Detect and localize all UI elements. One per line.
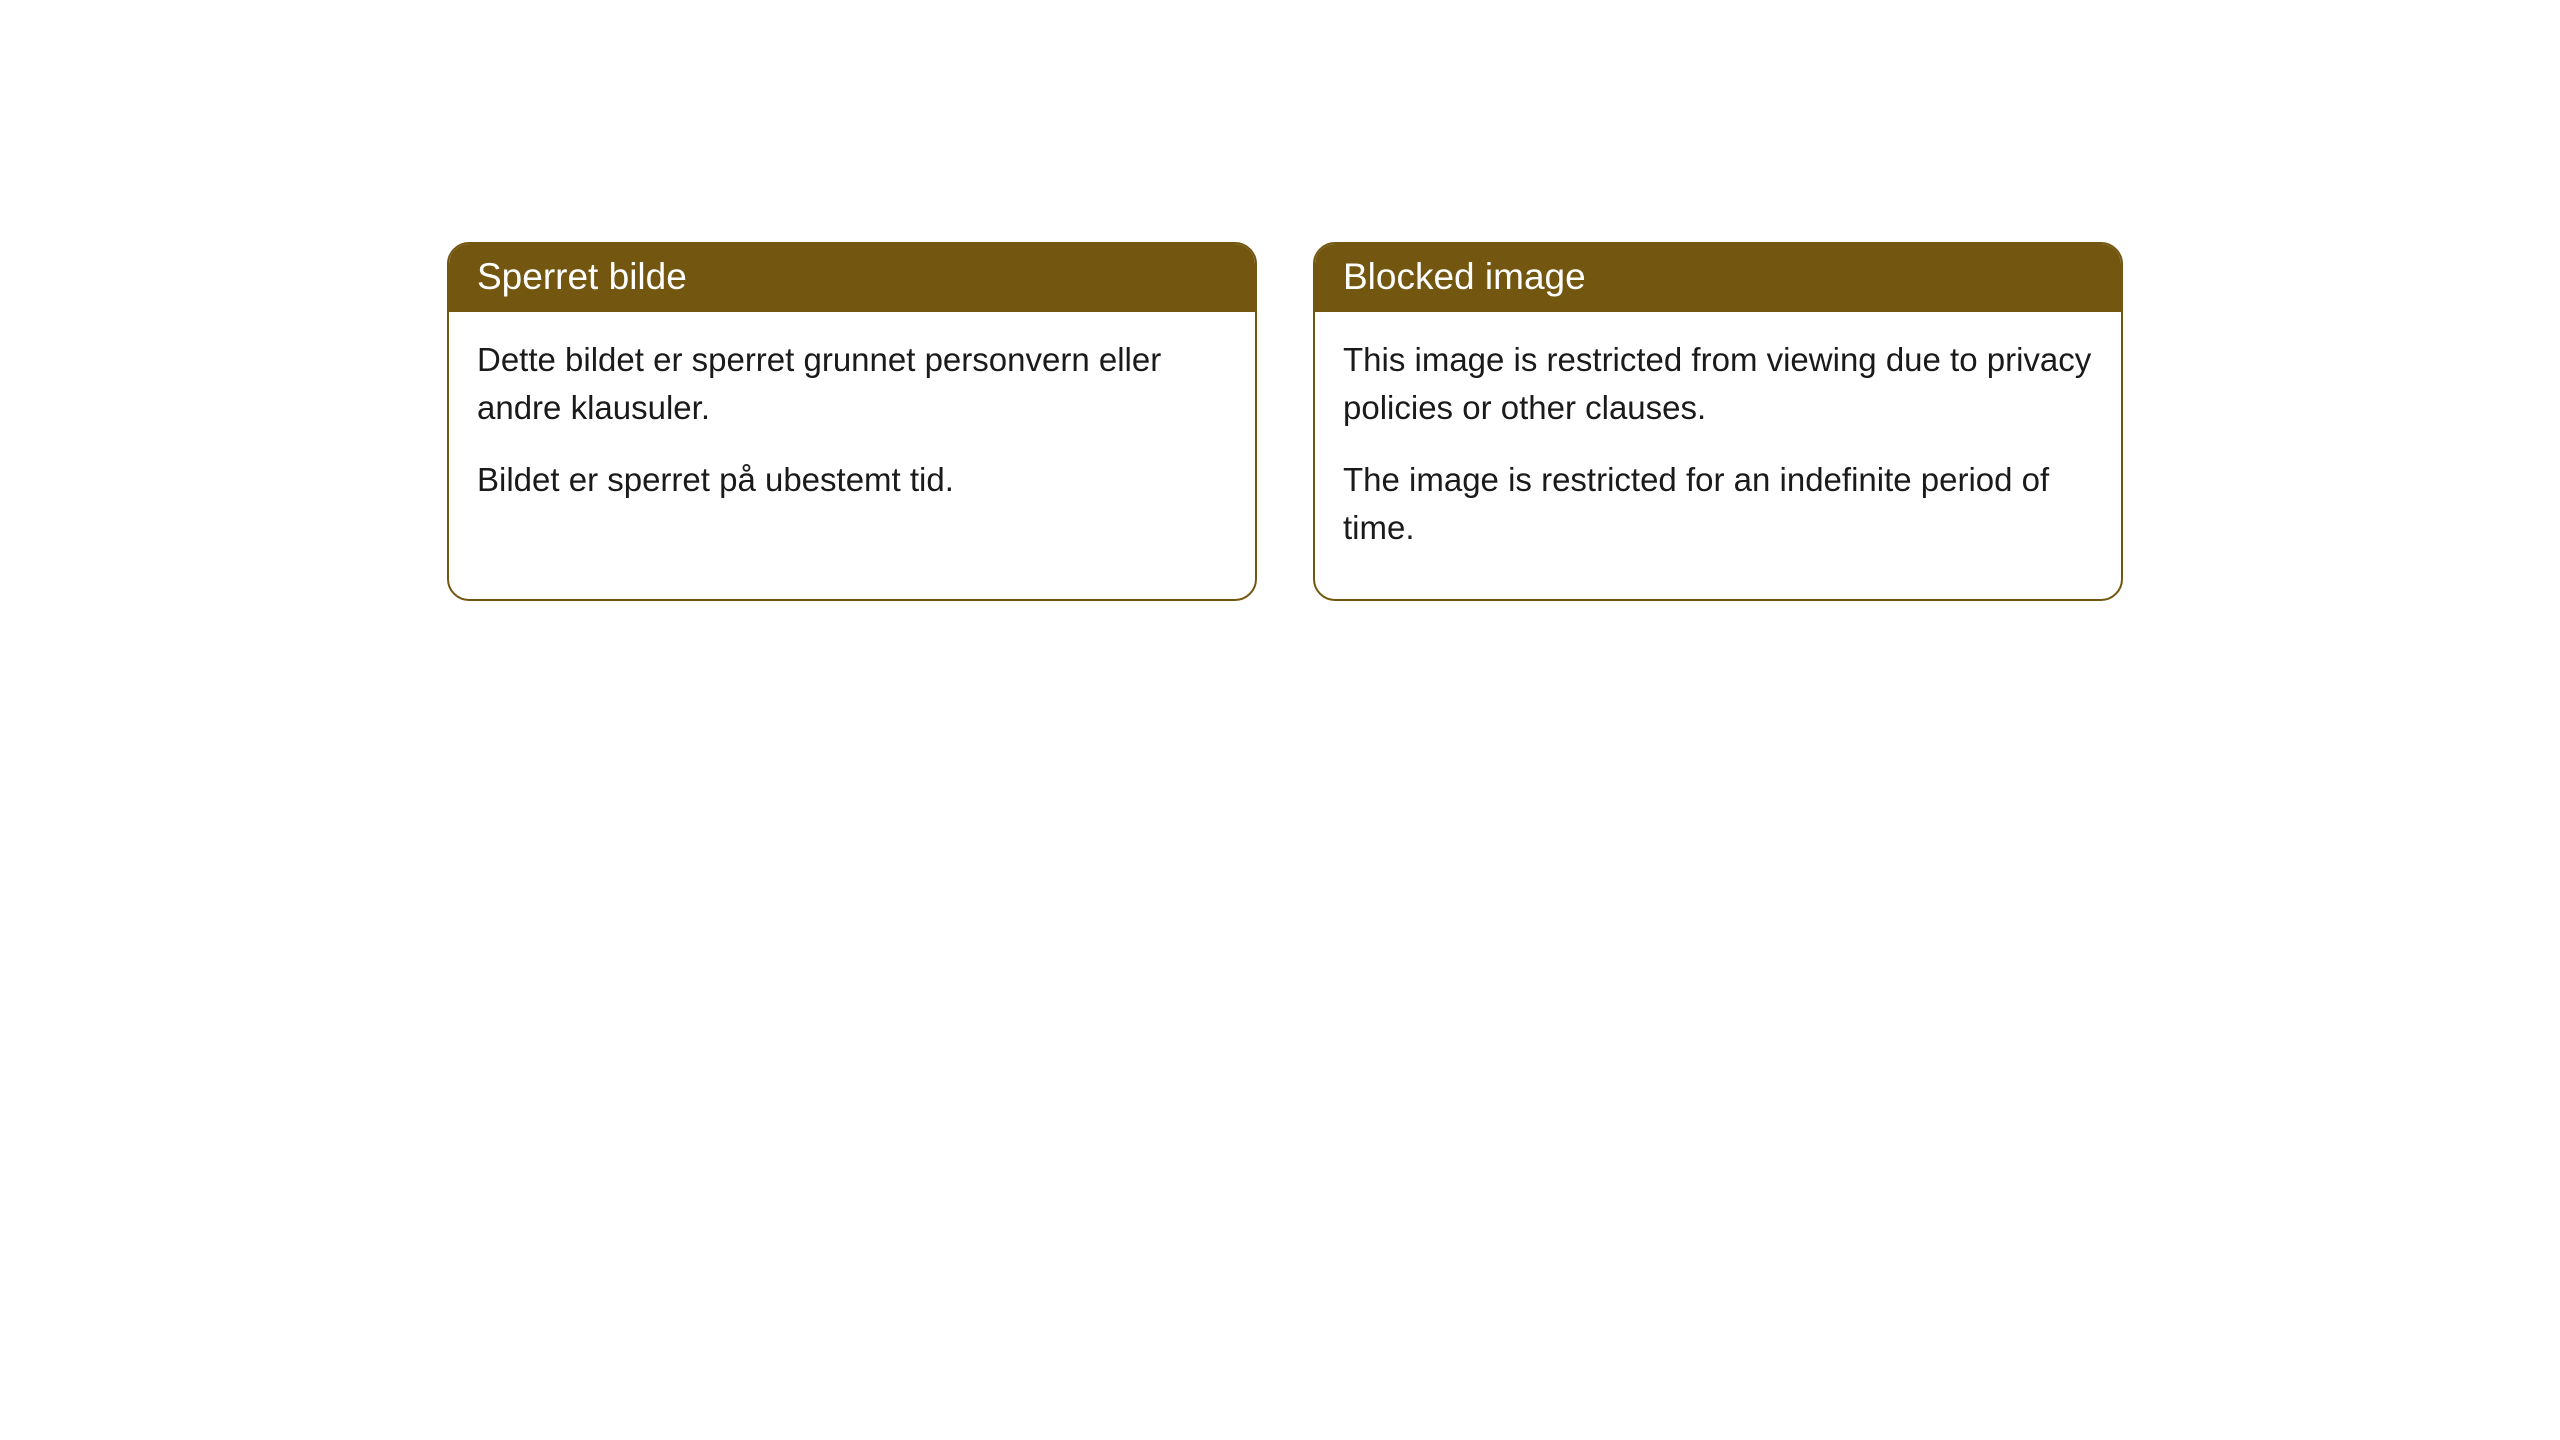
card-title: Blocked image — [1343, 256, 1586, 297]
notice-card-norwegian: Sperret bilde Dette bildet er sperret gr… — [447, 242, 1257, 601]
card-paragraph: Dette bildet er sperret grunnet personve… — [477, 336, 1227, 432]
card-header: Blocked image — [1315, 244, 2121, 312]
card-title: Sperret bilde — [477, 256, 687, 297]
notice-card-english: Blocked image This image is restricted f… — [1313, 242, 2123, 601]
card-paragraph: The image is restricted for an indefinit… — [1343, 456, 2093, 552]
card-body: Dette bildet er sperret grunnet personve… — [449, 312, 1255, 552]
card-paragraph: Bildet er sperret på ubestemt tid. — [477, 456, 1227, 504]
card-header: Sperret bilde — [449, 244, 1255, 312]
notice-cards-container: Sperret bilde Dette bildet er sperret gr… — [447, 242, 2560, 601]
card-body: This image is restricted from viewing du… — [1315, 312, 2121, 599]
card-paragraph: This image is restricted from viewing du… — [1343, 336, 2093, 432]
